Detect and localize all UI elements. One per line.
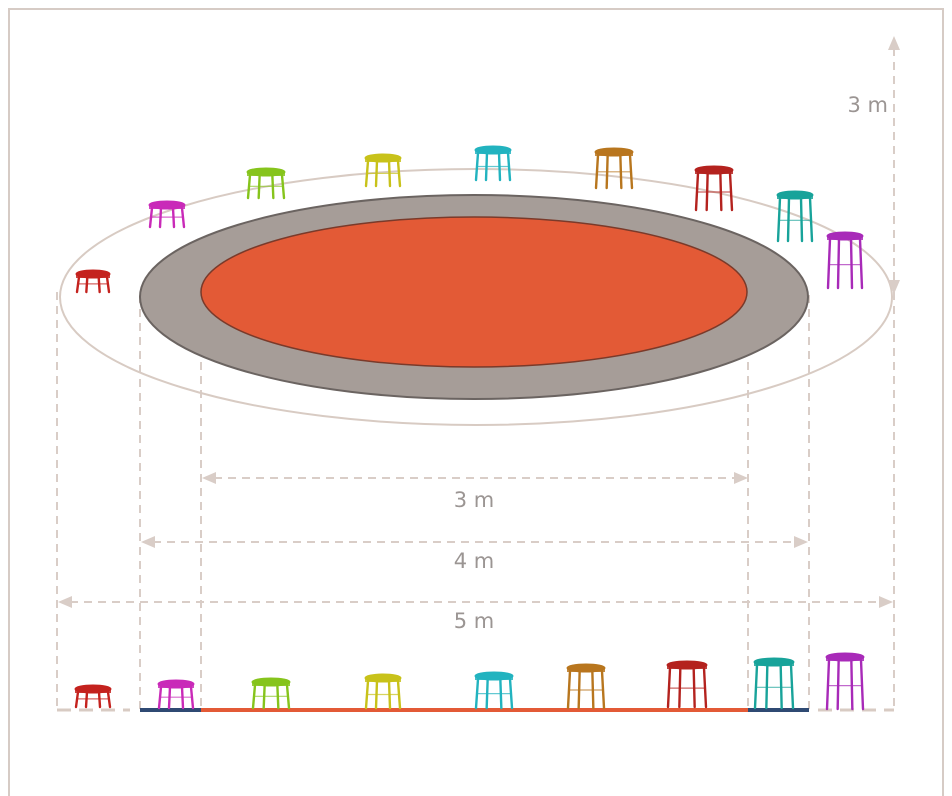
stool-top-orange <box>594 147 634 190</box>
stool-side-dark-red <box>666 660 708 709</box>
outer-dimension: 5 m <box>58 596 893 633</box>
stool-seat-rim <box>75 689 111 693</box>
stool-leg <box>850 658 854 711</box>
stool-top-cyan <box>474 145 512 182</box>
outer-arrow-left <box>58 596 72 608</box>
stool-seat-rim <box>595 152 633 156</box>
stool-leg <box>859 658 865 711</box>
stool-seat-rim <box>149 205 185 209</box>
stool-top-lime <box>246 167 286 200</box>
inner-diameter-label: 3 m <box>454 488 495 512</box>
stool-seat-rim <box>475 150 511 154</box>
stool-top-yellow <box>364 153 402 188</box>
stool-leg <box>836 237 841 290</box>
stool-seat-rim <box>777 195 813 199</box>
center-circle <box>200 216 748 368</box>
stool-top-dark-red <box>694 165 734 212</box>
outer-arrow-right <box>879 596 893 608</box>
stool-seat-rim <box>365 158 401 162</box>
middle-arrow-right <box>794 536 808 548</box>
middle-arrow-left <box>141 536 155 548</box>
stool-side-yellow <box>364 673 402 710</box>
stool-side-purple <box>825 652 865 711</box>
stool-leg <box>789 663 795 710</box>
stool-leg <box>779 663 783 710</box>
stool-side-magenta <box>157 679 195 710</box>
inner-dimension: 3 m <box>202 472 748 512</box>
stool-leg <box>786 196 791 243</box>
height-arrow-top <box>888 36 900 50</box>
middle-diameter-label: 4 m <box>454 549 495 573</box>
height-arrow-bottom <box>888 280 900 294</box>
stool-leg <box>808 196 814 243</box>
stool-seat-rim <box>567 668 605 672</box>
stool-top-purple <box>826 231 864 290</box>
stool-top-red-small <box>75 269 111 294</box>
height-dimension: 3 m <box>848 36 900 294</box>
stool-leg <box>836 658 840 711</box>
inner-arrow-left <box>202 472 216 484</box>
stool-leg <box>825 658 831 711</box>
stool-leg <box>849 237 854 290</box>
stool-side-orange <box>566 663 606 710</box>
stool-seat-rim <box>667 665 707 669</box>
stool-leg <box>776 196 782 243</box>
stool-seat-rim <box>158 684 194 688</box>
stool-leg <box>826 237 832 290</box>
stool-top-magenta <box>148 200 186 229</box>
stool-side-cyan <box>474 671 514 710</box>
height-label: 3 m <box>848 93 889 117</box>
stool-leg <box>753 663 759 710</box>
stool-side-lime <box>251 677 291 710</box>
stool-leg <box>858 237 864 290</box>
frame-border <box>8 8 944 796</box>
stool-seat-rim <box>827 236 863 240</box>
stool-seat-rim <box>695 170 733 174</box>
stool-side-teal <box>753 657 795 710</box>
stool-seat-rim <box>475 676 513 680</box>
stool-seat-rim <box>76 274 110 278</box>
stool-seat-rim <box>754 662 794 666</box>
outer-diameter-label: 5 m <box>454 609 495 633</box>
stool-leg <box>799 196 804 243</box>
middle-dimension: 4 m <box>141 536 808 573</box>
stool-seat-rim <box>252 682 290 686</box>
stool-leg <box>765 663 769 710</box>
stool-seat-rim <box>365 678 401 682</box>
stool-seat-rim <box>826 657 864 661</box>
inner-arrow-right <box>734 472 748 484</box>
stool-side-red-small <box>74 684 112 709</box>
stools-layer <box>74 145 865 711</box>
stool-top-teal <box>776 190 814 243</box>
stool-seat-rim <box>247 172 285 176</box>
vertical-guides <box>56 292 895 712</box>
